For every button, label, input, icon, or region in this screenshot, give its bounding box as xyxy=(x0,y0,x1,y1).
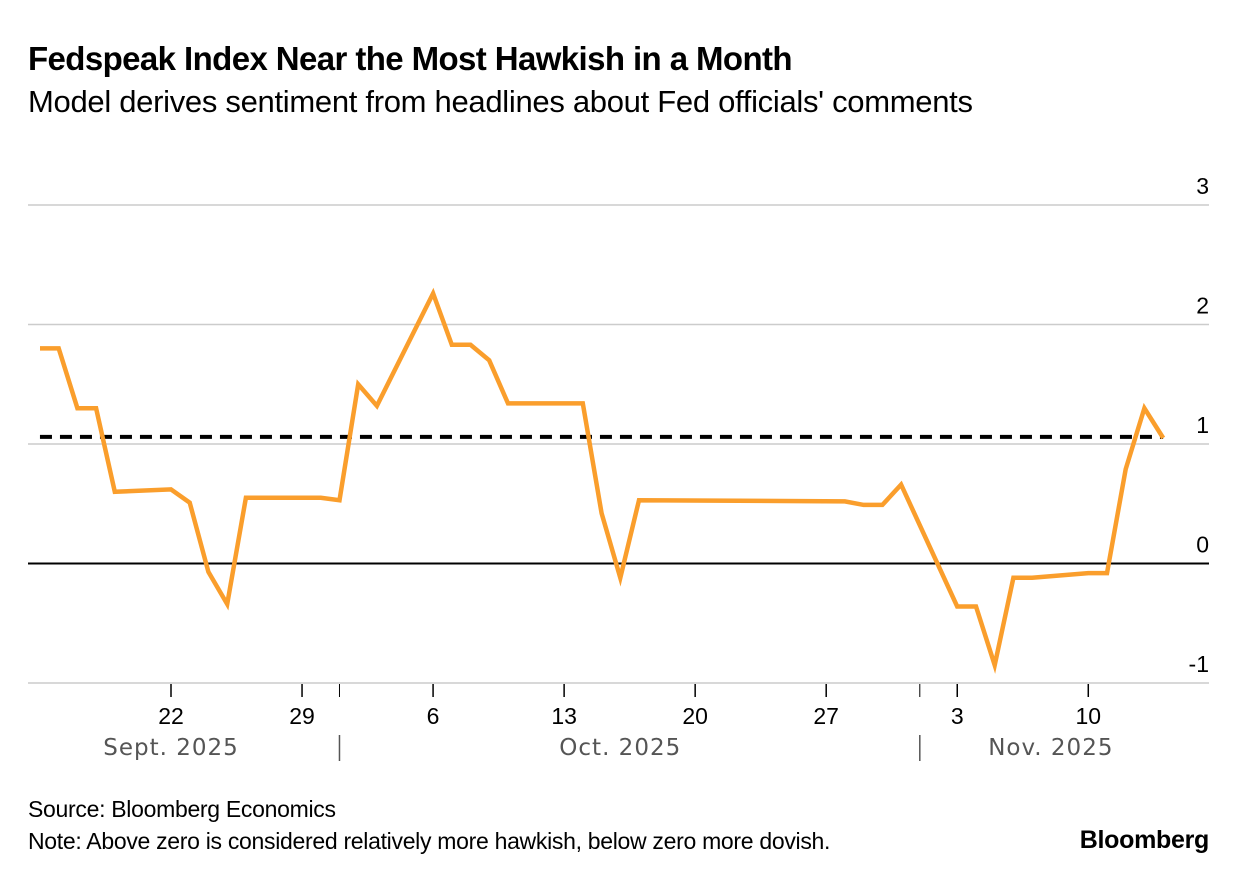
series-line-fedspeak-index xyxy=(40,287,1166,674)
y-tick-label: 2 xyxy=(1196,293,1209,319)
source-note: Source: Bloomberg Economics xyxy=(28,796,336,822)
x-tick-label: 27 xyxy=(813,703,839,729)
month-label: Sept. 2025 xyxy=(103,735,239,761)
y-tick-label: 0 xyxy=(1196,532,1209,558)
y-tick-label: 1 xyxy=(1196,412,1209,438)
footnote: Note: Above zero is considered relativel… xyxy=(28,828,831,854)
gridlines xyxy=(28,204,1209,684)
bloomberg-logo: Bloomberg xyxy=(1079,826,1210,854)
x-tick-label: 10 xyxy=(1075,703,1101,729)
x-tick-label: 20 xyxy=(682,703,708,729)
x-tick-label: 6 xyxy=(427,703,440,729)
x-tick-label: 13 xyxy=(551,703,577,729)
chart-title: Fedspeak Index Near the Most Hawkish in … xyxy=(28,40,793,77)
chart-subtitle: Model derives sentiment from headlines a… xyxy=(28,84,973,119)
x-tick-label: 29 xyxy=(289,703,315,729)
y-tick-label: 3 xyxy=(1196,173,1209,199)
x-axis xyxy=(170,684,1090,761)
month-label: Nov. 2025 xyxy=(988,735,1113,761)
series-layer xyxy=(39,287,1166,674)
y-tick-label: -1 xyxy=(1189,651,1209,677)
x-tick-label: 3 xyxy=(951,703,964,729)
month-label: Oct. 2025 xyxy=(559,735,681,761)
x-tick-label: 22 xyxy=(158,703,184,729)
